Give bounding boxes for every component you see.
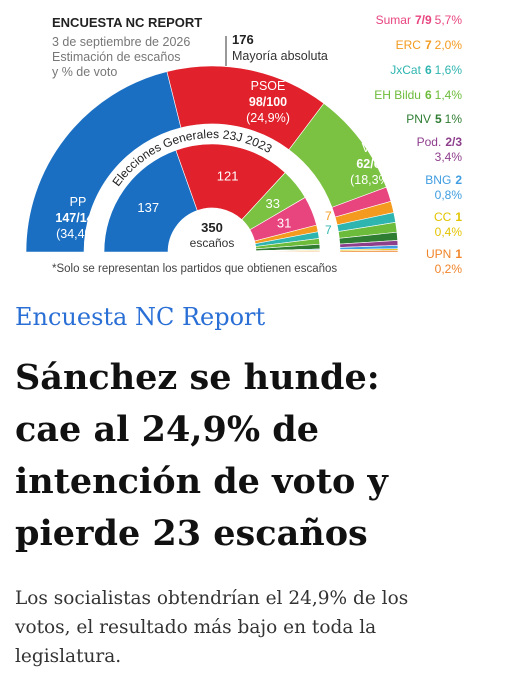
legend-entry: BNG 2	[425, 173, 462, 187]
legend-vote: 5,7%	[435, 13, 463, 27]
legend-vote: 3,4%	[435, 150, 463, 164]
seat-label-2023: 137	[137, 200, 159, 215]
seat-label-2023: 31	[277, 215, 291, 230]
party-name: PSOE	[251, 79, 286, 93]
legend-vote: 0,2%	[435, 262, 463, 276]
total-seats: 350	[201, 220, 223, 235]
legend-vote: 1,4%	[435, 88, 463, 102]
seat-label: 62/64	[356, 157, 387, 171]
seat-arc-2023	[175, 143, 286, 221]
majority-value: 176	[232, 32, 254, 47]
text-line: intención de voto y	[15, 461, 388, 502]
legend-entry: Pod. 2/3	[417, 135, 463, 149]
subtitle: 3 de septiembre de 2026	[52, 35, 190, 49]
vote-label: (24,9%)	[246, 111, 290, 125]
legend-seats: 5	[435, 112, 442, 126]
legend-entry: CC 1	[434, 210, 462, 224]
legend-vote: 2,0%	[435, 38, 463, 52]
legend-entry: PNV 5 1%	[406, 112, 462, 126]
legend-entry: EH Bildu 6 1,4%	[374, 88, 462, 102]
legend-name: JxCat	[390, 63, 421, 77]
seat-label-2023: 7	[325, 223, 332, 237]
legend-name: PNV	[406, 112, 431, 126]
total-label: escaños	[190, 236, 235, 250]
legend-seats: 6	[425, 63, 432, 77]
legend-name: UPN	[426, 247, 451, 261]
legend-seats: 7	[425, 38, 432, 52]
vote-label: (18,3%)	[350, 173, 394, 187]
legend-name: EH Bildu	[374, 88, 421, 102]
text-line: votos, el resultado más bajo en toda la	[15, 617, 377, 638]
legend-vote: 1,6%	[435, 63, 463, 77]
vote-label: (34,4%)	[56, 227, 100, 241]
party-name: Vox	[362, 141, 384, 155]
party-name: PP	[70, 195, 87, 209]
legend-name: Sumar	[376, 13, 411, 27]
legend-seats: 7/9	[415, 13, 432, 27]
text-line: legislatura.	[15, 646, 122, 667]
text-line: cae al 24,9% de	[15, 409, 320, 450]
legend-seats: 6	[425, 88, 432, 102]
legend-seats: 1	[455, 247, 462, 261]
legend-seats: 2	[455, 173, 462, 187]
legend-seats: 2/3	[445, 135, 462, 149]
subtitle: y % de voto	[52, 65, 117, 79]
seat-label-2023: 7	[325, 209, 332, 223]
subtitle: Estimación de escaños	[52, 50, 181, 64]
poll-graphic: ENCUESTA NC REPORT 3 de septiembre de 20…	[25, 13, 463, 276]
legend-name: CC	[434, 210, 452, 224]
kicker: Encuesta NC Report	[15, 303, 266, 331]
headline: Sánchez se hunde: cae al 24,9% de intenció…	[15, 352, 505, 560]
legend-entry: UPN 1	[426, 247, 462, 261]
legend-entry: Sumar 7/9 5,7%	[376, 13, 463, 27]
summary: Los socialistas obtendrían el 24,9% de l…	[15, 584, 505, 671]
chart-title: ENCUESTA NC REPORT	[52, 15, 202, 30]
seat-arc-2023	[103, 149, 198, 253]
text-line: pierde 23 escaños	[15, 513, 368, 554]
legend-vote: 0,8%	[435, 188, 463, 202]
legend-name: ERC	[396, 38, 422, 52]
seat-arc-2023	[255, 250, 321, 253]
legend-seats: 1	[455, 210, 462, 224]
legend-vote: 0,4%	[435, 225, 463, 239]
legend-entry: ERC 7 2,0%	[396, 38, 463, 52]
center	[169, 209, 255, 252]
footnote: *Solo se representan los partidos que ob…	[52, 263, 337, 275]
text-line: Sánchez se hunde:	[15, 357, 380, 398]
seat-arc	[339, 250, 399, 253]
legend-vote: 1%	[445, 112, 463, 126]
seat-label: 147/149	[55, 211, 100, 225]
seat-label: 98/100	[249, 95, 287, 109]
legend-entry: JxCat 6 1,6%	[390, 63, 462, 77]
majority-label: Mayoría absoluta	[232, 49, 328, 63]
text-line: Los socialistas obtendrían el 24,9% de l…	[15, 588, 409, 609]
legend-name: BNG	[425, 173, 451, 187]
seat-label-2023: 121	[217, 169, 239, 184]
legend-name: Pod.	[417, 135, 442, 149]
seat-label-2023: 33	[266, 196, 280, 211]
